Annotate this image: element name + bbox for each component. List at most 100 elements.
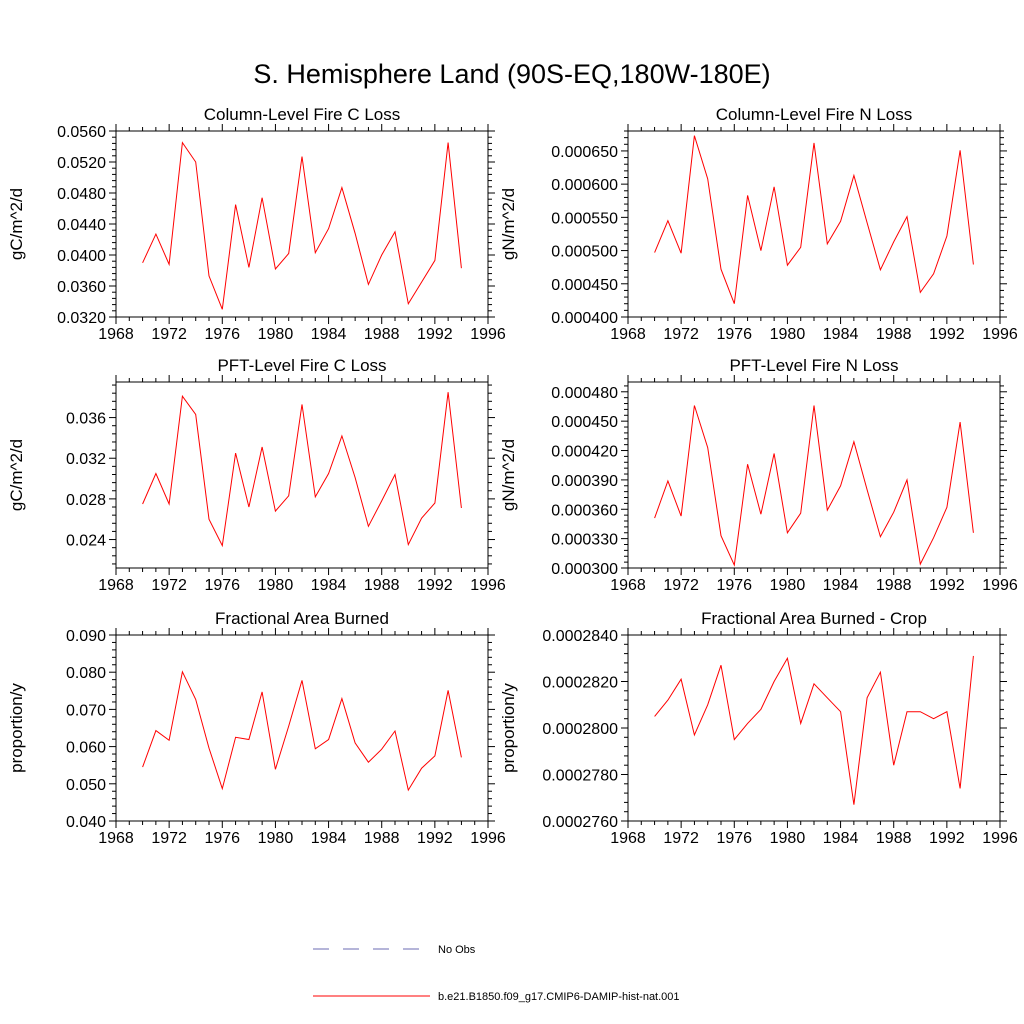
x-tick-label: 1984	[823, 326, 859, 343]
x-tick-label: 1996	[982, 830, 1018, 847]
y-tick-label: 0.070	[66, 702, 106, 719]
x-tick-label: 1968	[98, 830, 134, 847]
x-tick-label: 1980	[770, 830, 806, 847]
y-tick-label: 0.024	[66, 533, 106, 550]
x-tick-label: 1976	[204, 577, 240, 594]
y-tick-label: 0.000330	[551, 532, 618, 549]
panel-pft-level-fire-c-loss: PFT-Level Fire C Loss gC/m^2/d 1968 1972 197…	[7, 356, 506, 594]
x-tick-label: 1992	[417, 830, 453, 847]
x-tick-label: 1968	[98, 326, 134, 343]
x-tick-label: 1996	[470, 326, 506, 343]
y-axis-label: gC/m^2/d	[7, 188, 26, 260]
y-tick-label: 0.000360	[551, 502, 618, 519]
series-line-model	[142, 392, 462, 548]
y-tick-label: 0.0002820	[542, 675, 618, 692]
y-tick-label: 0.090	[66, 628, 106, 645]
x-tick-label: 1976	[204, 326, 240, 343]
x-tick-label: 1980	[258, 830, 294, 847]
panel-title: Fractional Area Burned	[215, 609, 389, 628]
y-axis-label: gC/m^2/d	[7, 439, 26, 511]
legend: No Obs b.e21.B1850.f09_g17.CMIP6-DAMIP-h…	[313, 944, 680, 1003]
y-tick-label: 0.0002760	[542, 814, 618, 831]
y-tick-label: 0.000300	[551, 561, 618, 578]
x-tick-label: 1980	[258, 577, 294, 594]
panel-column-level-fire-c-loss: Column-Level Fire C Loss gC/m^2/d 1968 1972…	[7, 105, 506, 343]
series-line-model	[142, 141, 462, 310]
x-tick-label: 1976	[204, 830, 240, 847]
x-tick-label: 1984	[311, 577, 347, 594]
x-tick-label: 1972	[663, 326, 699, 343]
x-tick-label: 1980	[770, 326, 806, 343]
panel-fractional-area-burned: Fractional Area Burned proportion/y 1968 19…	[7, 609, 506, 847]
y-tick-label: 0.0560	[57, 124, 106, 141]
panel-title: Column-Level Fire C Loss	[204, 105, 401, 124]
y-tick-label: 0.000600	[551, 177, 618, 194]
panel-title: Column-Level Fire N Loss	[716, 105, 913, 124]
x-tick-label: 1984	[311, 326, 347, 343]
x-tick-label: 1992	[929, 830, 965, 847]
x-tick-label: 1972	[663, 830, 699, 847]
x-tick-label: 1996	[982, 326, 1018, 343]
y-tick-label: 0.000550	[551, 210, 618, 227]
y-tick-label: 0.0320	[57, 310, 106, 327]
y-tick-label: 0.040	[66, 814, 106, 831]
y-tick-label: 0.0360	[57, 279, 106, 296]
y-axis-label: gN/m^2/d	[499, 188, 518, 260]
x-tick-label: 1984	[823, 577, 859, 594]
x-tick-label: 1988	[364, 326, 400, 343]
x-tick-label: 1972	[663, 577, 699, 594]
y-tick-label: 0.080	[66, 665, 106, 682]
x-tick-label: 1976	[716, 326, 752, 343]
x-tick-label: 1972	[151, 326, 187, 343]
y-tick-label: 0.060	[66, 740, 106, 757]
x-tick-label: 1988	[876, 326, 912, 343]
x-tick-label: 1992	[417, 577, 453, 594]
y-tick-label: 0.0002840	[542, 628, 618, 645]
y-tick-label: 0.000450	[551, 277, 618, 294]
y-tick-label: 0.000450	[551, 414, 618, 431]
y-tick-label: 0.0520	[57, 155, 106, 172]
y-tick-label: 0.000420	[551, 444, 618, 461]
x-tick-label: 1992	[417, 326, 453, 343]
figure-title: S. Hemisphere Land (90S-EQ,180W-180E)	[253, 59, 770, 89]
series-line-model	[654, 405, 974, 567]
x-tick-label: 1968	[610, 326, 646, 343]
x-tick-label: 1980	[770, 577, 806, 594]
x-tick-label: 1988	[364, 577, 400, 594]
y-axis-label: gN/m^2/d	[499, 439, 518, 511]
legend-label-no-obs: No Obs	[438, 944, 476, 956]
y-tick-label: 0.000500	[551, 244, 618, 261]
panel-pft-level-fire-n-loss: PFT-Level Fire N Loss gN/m^2/d 1968 1972 197…	[499, 356, 1018, 594]
x-tick-label: 1976	[716, 577, 752, 594]
panel-fractional-area-burned-crop: Fractional Area Burned - Crop proportion/…	[499, 609, 1018, 847]
y-axis-label: proportion/y	[7, 683, 26, 773]
y-tick-label: 0.050	[66, 777, 106, 794]
panel-title: Fractional Area Burned - Crop	[701, 609, 927, 628]
x-tick-label: 1968	[98, 577, 134, 594]
y-tick-label: 0.0440	[57, 217, 106, 234]
panels: Column-Level Fire C Loss gC/m^2/d 1968 1972…	[7, 105, 1018, 847]
panel-title: PFT-Level Fire C Loss	[217, 356, 386, 375]
y-tick-label: 0.000400	[551, 310, 618, 327]
x-tick-label: 1992	[929, 326, 965, 343]
y-tick-label: 0.028	[66, 492, 106, 509]
y-tick-label: 0.0002800	[542, 721, 618, 738]
plot-frame	[115, 381, 489, 569]
y-tick-label: 0.0400	[57, 248, 106, 265]
plot-frame	[627, 381, 1001, 569]
x-tick-label: 1988	[364, 830, 400, 847]
x-tick-label: 1972	[151, 577, 187, 594]
series-line-model	[654, 135, 974, 304]
y-tick-label: 0.0480	[57, 186, 106, 203]
x-tick-label: 1996	[982, 577, 1018, 594]
y-tick-label: 0.0002780	[542, 768, 618, 785]
legend-label-model: b.e21.B1850.f09_g17.CMIP6-DAMIP-hist-nat…	[438, 991, 680, 1003]
y-tick-label: 0.036	[66, 411, 106, 428]
plot-frame	[627, 634, 1001, 822]
series-line-model	[654, 655, 974, 805]
x-tick-label: 1968	[610, 577, 646, 594]
x-tick-label: 1984	[823, 830, 859, 847]
x-tick-label: 1968	[610, 830, 646, 847]
plot-frame	[627, 130, 1001, 318]
